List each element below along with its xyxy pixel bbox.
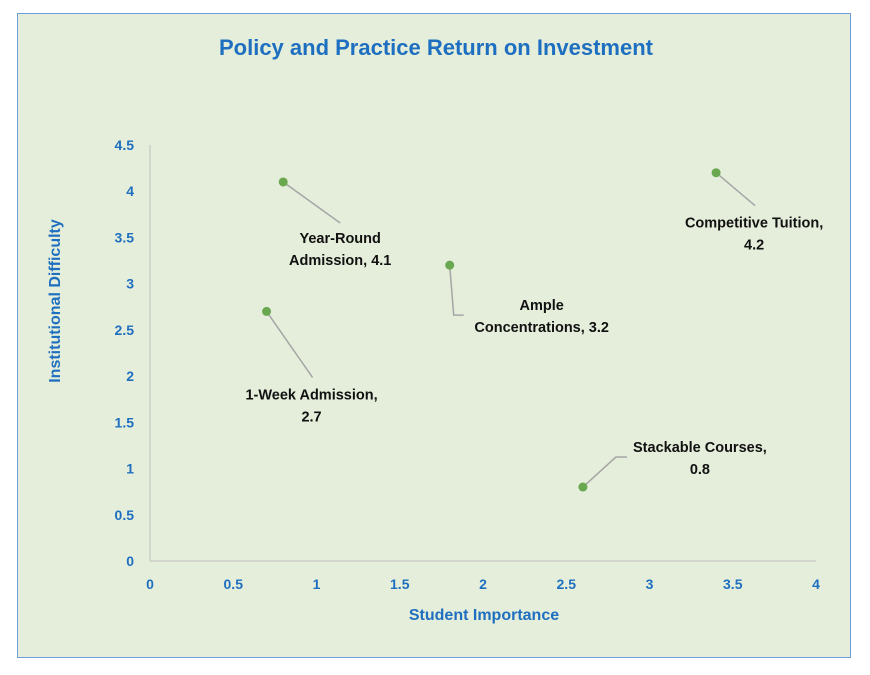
y-tick-label: 2.5: [115, 322, 135, 338]
data-label-line: 2.7: [301, 409, 321, 425]
leader-line: [715, 172, 756, 207]
data-label-line: 4.2: [744, 238, 764, 254]
scatter-chart: Policy and Practice Return on Investment…: [47, 35, 823, 624]
chart-area: Policy and Practice Return on Investment…: [17, 13, 851, 658]
data-label: Ample Concentrations, 3.2: [474, 298, 609, 336]
data-point: [711, 168, 721, 178]
data-label: Competitive Tuition, 4.2: [685, 216, 823, 254]
y-tick-label: 4.5: [115, 137, 135, 153]
x-tick-label: 4: [812, 576, 820, 592]
data-labels: Year-Round Admission, 4.1 Ample Concentrati…: [245, 216, 823, 478]
data-point: [445, 260, 455, 270]
data-label-line: Competitive Tuition,: [685, 216, 823, 232]
data-label-line: Year-Round: [300, 231, 381, 247]
x-tick-label: 1: [313, 576, 321, 592]
x-tick-label: 3: [646, 576, 654, 592]
y-axis-title: Institutional Difficulty: [47, 219, 64, 383]
y-tick-label: 3.5: [115, 229, 135, 245]
data-label-line: Concentrations, 3.2: [474, 320, 609, 336]
y-tick-label: 1.5: [115, 414, 135, 430]
y-tick-label: 0.5: [115, 507, 135, 523]
data-label-line: 1-Week Admission,: [245, 387, 377, 403]
data-point: [578, 482, 588, 492]
x-tick-label: 1.5: [390, 576, 410, 592]
x-tick-label: 2: [479, 576, 487, 592]
axes: 0 0.5 1 1.5 2 2.5 3 3.5 4 0 0.5 1 1.5 2 2.5 3 3.5 4 4.5: [115, 137, 821, 592]
x-tick-label: 3.5: [723, 576, 743, 592]
x-axis-title: Student Importance: [409, 607, 559, 624]
leader-line: [265, 310, 314, 378]
y-tick-label: 2: [126, 368, 134, 384]
data-label-line: Stackable Courses,: [633, 440, 767, 456]
y-tick-label: 4: [126, 183, 134, 199]
data-label: Stackable Courses, 0.8: [633, 440, 767, 478]
leader-line: [582, 456, 627, 488]
data-label-line: 0.8: [690, 462, 710, 478]
leader-lines: [265, 172, 756, 488]
x-tick-label: 0: [146, 576, 154, 592]
y-tick-label: 1: [126, 461, 134, 477]
data-label: 1-Week Admission, 2.7: [245, 387, 377, 425]
data-label: Year-Round Admission, 4.1: [289, 231, 391, 269]
x-tick-label: 2.5: [557, 576, 577, 592]
data-points: [262, 168, 721, 492]
y-tick-label: 0: [126, 553, 134, 569]
data-point: [278, 177, 288, 187]
data-label-line: Admission, 4.1: [289, 253, 391, 269]
data-point: [262, 306, 272, 316]
leader-line: [282, 181, 341, 224]
data-label-line: Ample: [520, 298, 564, 314]
y-tick-label: 3: [126, 276, 134, 292]
chart-title: Policy and Practice Return on Investment: [219, 35, 654, 60]
leader-line: [448, 265, 464, 316]
x-tick-label: 0.5: [224, 576, 244, 592]
